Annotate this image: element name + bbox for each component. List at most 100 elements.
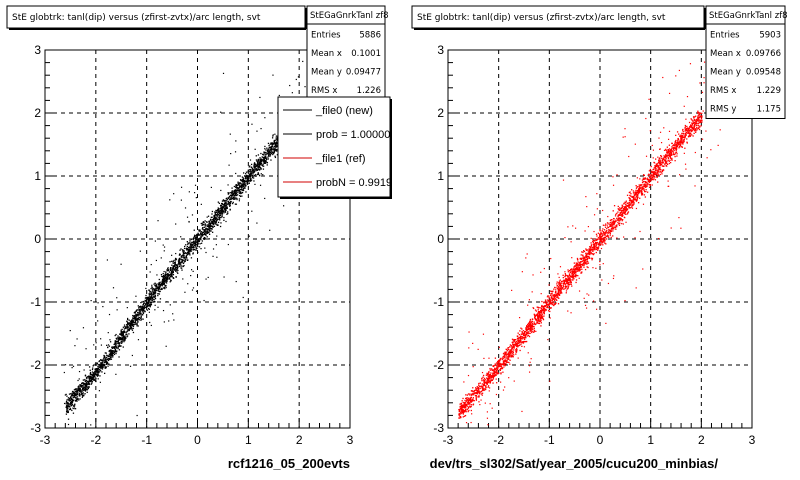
data-point bbox=[136, 325, 138, 327]
data-point bbox=[237, 187, 239, 189]
data-point bbox=[660, 162, 662, 164]
data-point bbox=[83, 386, 85, 388]
data-point bbox=[654, 179, 657, 181]
data-point bbox=[117, 347, 119, 350]
data-point bbox=[138, 307, 140, 309]
data-point bbox=[492, 378, 495, 380]
data-point bbox=[81, 382, 83, 385]
data-point bbox=[187, 251, 190, 254]
x-tick-label: -1 bbox=[544, 433, 555, 447]
data-point bbox=[141, 308, 144, 310]
data-point bbox=[556, 299, 558, 301]
data-point bbox=[259, 162, 262, 165]
data-point bbox=[158, 286, 160, 288]
data-point bbox=[577, 275, 579, 277]
data-point bbox=[571, 277, 574, 279]
data-point bbox=[99, 367, 102, 369]
data-point bbox=[244, 187, 246, 189]
data-point bbox=[686, 125, 688, 128]
data-point bbox=[145, 300, 147, 302]
data-point bbox=[71, 393, 73, 395]
data-point bbox=[674, 142, 676, 145]
data-point bbox=[521, 342, 523, 344]
data-point bbox=[170, 276, 172, 278]
data-point bbox=[67, 410, 69, 412]
data-point bbox=[684, 134, 686, 136]
data-point bbox=[599, 244, 601, 246]
data-point bbox=[151, 298, 154, 300]
data-point bbox=[675, 134, 677, 137]
data-point bbox=[214, 223, 217, 225]
data-point bbox=[170, 267, 172, 269]
data-point bbox=[693, 132, 695, 135]
data-point bbox=[157, 294, 159, 297]
data-point bbox=[71, 399, 73, 402]
data-point bbox=[126, 323, 128, 326]
data-point bbox=[679, 143, 681, 145]
data-point bbox=[522, 333, 524, 336]
data-point bbox=[577, 259, 579, 261]
data-point bbox=[535, 314, 537, 317]
data-point bbox=[106, 354, 108, 356]
data-point bbox=[93, 379, 95, 382]
data-point bbox=[547, 306, 549, 308]
data-point bbox=[551, 291, 554, 293]
data-point bbox=[686, 138, 688, 140]
data-point bbox=[215, 214, 218, 216]
data-point bbox=[171, 275, 173, 278]
data-point bbox=[185, 252, 188, 254]
data-point bbox=[102, 360, 104, 362]
data-point bbox=[698, 128, 701, 131]
data-point bbox=[170, 269, 172, 271]
data-point bbox=[655, 165, 657, 167]
data-point bbox=[487, 375, 489, 378]
data-point bbox=[698, 127, 700, 129]
data-point bbox=[661, 170, 664, 173]
data-point bbox=[684, 124, 687, 127]
data-point bbox=[264, 145, 266, 148]
data-point bbox=[86, 389, 89, 391]
data-point bbox=[116, 297, 118, 299]
data-point bbox=[163, 246, 166, 248]
scatter-points bbox=[458, 55, 735, 426]
data-point bbox=[123, 330, 126, 333]
data-point bbox=[540, 322, 542, 324]
data-point bbox=[238, 200, 240, 202]
data-point bbox=[256, 160, 258, 162]
data-point bbox=[246, 177, 248, 179]
data-point bbox=[269, 151, 272, 154]
data-point bbox=[147, 297, 149, 300]
data-point bbox=[541, 314, 543, 317]
data-point bbox=[602, 228, 604, 230]
data-point bbox=[232, 195, 234, 197]
data-point bbox=[148, 300, 150, 303]
data-point bbox=[212, 219, 215, 221]
data-point bbox=[164, 287, 166, 290]
data-point bbox=[507, 355, 510, 358]
data-point bbox=[635, 184, 637, 187]
data-point bbox=[548, 299, 550, 301]
data-point bbox=[112, 354, 114, 357]
data-point bbox=[222, 207, 224, 209]
data-point bbox=[207, 225, 210, 228]
data-point bbox=[226, 201, 228, 203]
data-point bbox=[227, 200, 230, 203]
data-point bbox=[297, 76, 300, 78]
data-point bbox=[647, 174, 649, 176]
data-point bbox=[689, 125, 691, 128]
data-point bbox=[76, 396, 79, 398]
data-point bbox=[97, 373, 99, 376]
data-point bbox=[623, 203, 625, 205]
data-point bbox=[162, 281, 164, 283]
data-point bbox=[203, 238, 205, 241]
data-point bbox=[197, 243, 199, 245]
data-point bbox=[107, 344, 110, 346]
data-point bbox=[224, 209, 227, 212]
data-point bbox=[618, 218, 620, 220]
data-point bbox=[74, 403, 76, 405]
data-point bbox=[693, 128, 695, 131]
data-point bbox=[154, 289, 156, 291]
data-point bbox=[248, 175, 250, 177]
data-point bbox=[247, 176, 249, 178]
data-point bbox=[200, 222, 202, 225]
